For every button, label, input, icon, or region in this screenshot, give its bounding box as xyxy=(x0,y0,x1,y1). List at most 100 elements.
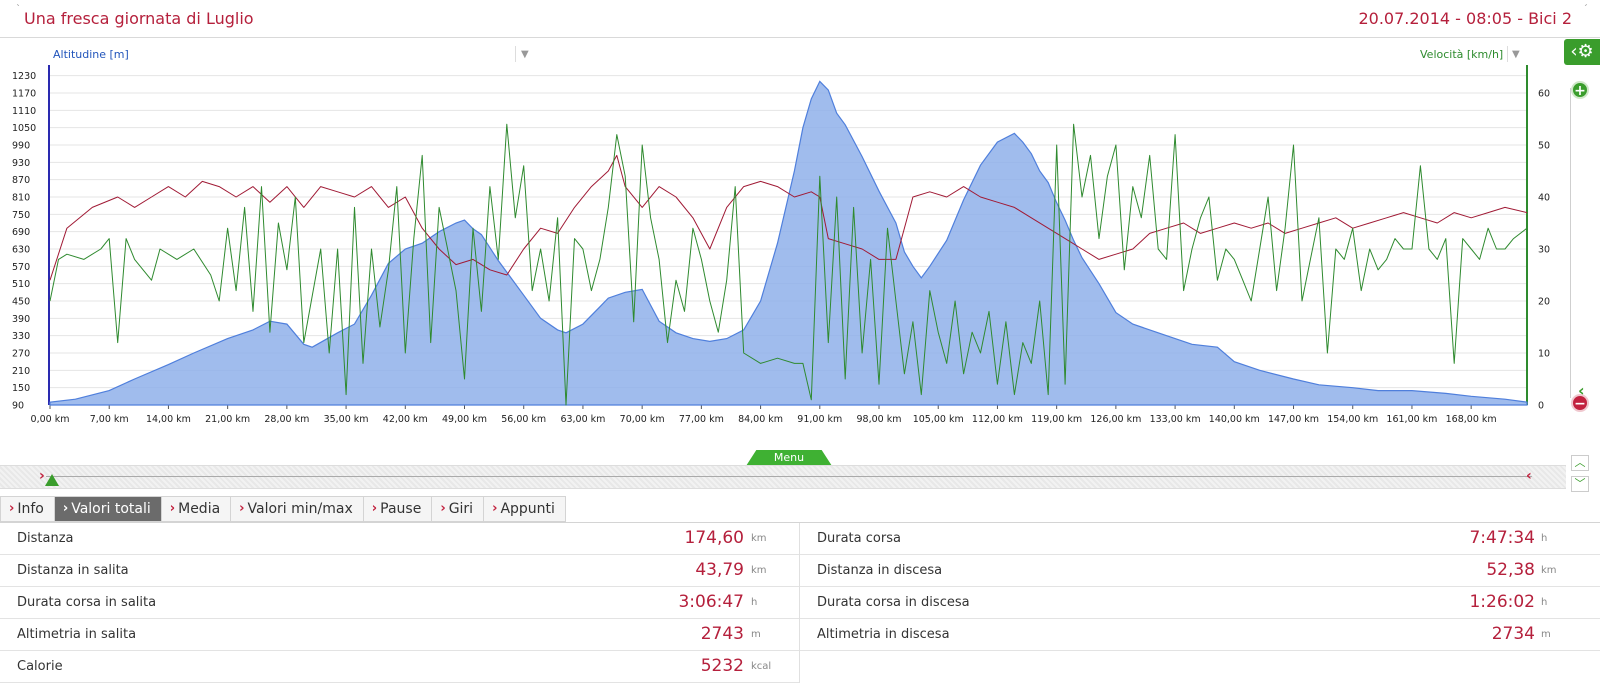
x-tick-label: 28,00 km xyxy=(264,414,309,425)
stats-panel: Distanza 174,60 km Distanza in salita 43,79… xyxy=(0,522,1600,683)
zoom-slider-track[interactable] xyxy=(1570,88,1571,398)
selector-divider xyxy=(1507,46,1508,62)
scroll-down-button[interactable]: ﹀ xyxy=(1571,476,1589,492)
stat-label: Calorie xyxy=(17,659,63,674)
tab-valori-min-max[interactable]: › Valori min/max xyxy=(231,496,364,522)
tab-media[interactable]: › Media xyxy=(161,496,232,522)
stat-row: Distanza in discesa 52,38 km xyxy=(800,555,1600,587)
stat-value: 1:26:02 xyxy=(1469,592,1535,612)
tab-label: Giri xyxy=(448,501,474,517)
stat-value: 5232 xyxy=(700,656,744,676)
x-tick-label: 133,00 km xyxy=(1150,414,1201,425)
zoom-slider-handle[interactable]: ‹ xyxy=(1578,381,1585,400)
x-tick-label: 154,00 km xyxy=(1327,414,1378,425)
corner-mark-right: ˊ xyxy=(1583,4,1588,15)
stat-unit: km xyxy=(1541,565,1557,576)
stat-label: Durata corsa in salita xyxy=(17,595,157,610)
x-tick-label: 70,00 km xyxy=(620,414,665,425)
stat-row: Distanza 174,60 km xyxy=(0,523,799,555)
y-tick-label: 1050 xyxy=(12,123,36,134)
y2-tick-label: 0 xyxy=(1538,401,1544,412)
stat-row: Distanza in salita 43,79 km xyxy=(0,555,799,587)
chevron-right-icon: › xyxy=(9,501,15,516)
zoom-in-button[interactable]: + xyxy=(1571,81,1589,99)
y-tick-label: 690 xyxy=(12,227,30,238)
y-tick-label: 330 xyxy=(12,331,30,342)
ride-info: 20.07.2014 - 08:05 - Bici 2 xyxy=(1358,9,1572,28)
altitude-area xyxy=(49,80,1528,406)
stat-unit: h xyxy=(751,597,758,608)
y-tick-label: 390 xyxy=(12,314,30,325)
y-tick-label: 90 xyxy=(12,401,24,412)
tab-label: Valori totali xyxy=(71,501,151,517)
stat-row: Durata corsa 7:47:34 h xyxy=(800,523,1600,555)
x-tick-label: 7,00 km xyxy=(90,414,129,425)
stat-row: Altimetria in discesa 2734 m xyxy=(800,619,1600,651)
tab-valori-totali[interactable]: › Valori totali xyxy=(54,496,162,522)
y-tick-label: 1170 xyxy=(12,89,36,100)
stat-unit: kcal xyxy=(751,661,772,672)
chevron-right-icon: › xyxy=(169,501,176,516)
tab-info[interactable]: › Info xyxy=(0,496,55,522)
chevron-right-icon: › xyxy=(62,501,69,516)
chevron-right-icon: › xyxy=(492,501,498,516)
y2-tick-label: 10 xyxy=(1538,349,1550,360)
tab-appunti[interactable]: › Appunti xyxy=(484,496,566,522)
stat-value: 2743 xyxy=(700,624,744,644)
chevron-down-icon[interactable]: ▼ xyxy=(1512,49,1520,60)
y-tick-label: 150 xyxy=(12,383,30,394)
range-end-handle[interactable]: ‹ xyxy=(1526,468,1532,484)
x-tick-label: 147,00 km xyxy=(1268,414,1319,425)
x-tick-label: 112,00 km xyxy=(972,414,1023,425)
stat-label: Distanza in salita xyxy=(17,563,129,578)
stat-label: Durata corsa in discesa xyxy=(817,595,970,610)
settings-button[interactable]: ‹⚙ xyxy=(1564,39,1600,65)
tab-giri[interactable]: › Giri xyxy=(432,496,485,522)
y2-tick-label: 30 xyxy=(1538,245,1550,256)
x-tick-label: 35,00 km xyxy=(324,414,369,425)
x-tick-label: 63,00 km xyxy=(560,414,605,425)
stat-unit: km xyxy=(751,565,767,576)
y2-tick-label: 20 xyxy=(1538,297,1550,308)
stat-value: 7:47:34 xyxy=(1469,528,1535,548)
selector-divider xyxy=(515,46,516,62)
right-axis-selector[interactable]: Velocità [km/h] xyxy=(1420,48,1504,61)
speed-line xyxy=(49,123,1528,406)
chart-area: Altitudine [m] ▼ Velocità [km/h] ▼ 90 150… xyxy=(0,39,1600,449)
corner-mark-left: ˋ xyxy=(16,4,21,15)
x-tick-label: 21,00 km xyxy=(205,414,250,425)
tab-pause[interactable]: › Pause xyxy=(363,496,433,522)
chevron-down-icon[interactable]: ▼ xyxy=(521,49,529,60)
stat-row: Altimetria in salita 2743 m xyxy=(0,619,799,651)
x-tick-label: 168,00 km xyxy=(1446,414,1497,425)
x-tick-label: 56,00 km xyxy=(501,414,546,425)
y-tick-label: 750 xyxy=(12,210,30,221)
menu-toggle[interactable]: Menu xyxy=(746,450,832,466)
x-tick-label: 91,00 km xyxy=(797,414,842,425)
range-start-marker-icon[interactable] xyxy=(45,474,59,486)
elevation-speed-chart[interactable]: 90 150 210 270 330 390 450 510 570 630 690 750 810 87… xyxy=(0,39,1600,449)
y2-tick-label: 50 xyxy=(1538,141,1550,152)
y-tick-label: 1110 xyxy=(12,106,36,117)
tab-label: Appunti xyxy=(500,501,555,517)
y-tick-label: 210 xyxy=(12,366,30,377)
zoom-out-button[interactable]: − xyxy=(1571,394,1589,412)
gear-icon: ‹⚙ xyxy=(1570,41,1594,62)
tab-label: Pause xyxy=(380,501,422,517)
stat-label: Distanza in discesa xyxy=(817,563,943,578)
y-tick-label: 930 xyxy=(12,158,30,169)
x-tick-label: 77,00 km xyxy=(679,414,724,425)
stat-unit: h xyxy=(1541,533,1548,544)
stat-value: 174,60 xyxy=(684,528,744,548)
scroll-up-button[interactable]: ︿ xyxy=(1571,455,1589,471)
left-axis-selector[interactable]: Altitudine [m] xyxy=(53,48,129,61)
stat-label: Durata corsa xyxy=(817,531,901,546)
y-tick-label: 810 xyxy=(12,193,30,204)
range-slider[interactable] xyxy=(0,465,1566,489)
stats-column-left: Distanza 174,60 km Distanza in salita 43,79… xyxy=(0,523,800,683)
stat-value: 2734 xyxy=(1491,624,1535,644)
range-start-handle[interactable]: › xyxy=(39,468,45,484)
series-line-red xyxy=(49,154,1528,281)
chevron-right-icon: › xyxy=(371,501,378,516)
x-tick-label: 161,00 km xyxy=(1386,414,1437,425)
